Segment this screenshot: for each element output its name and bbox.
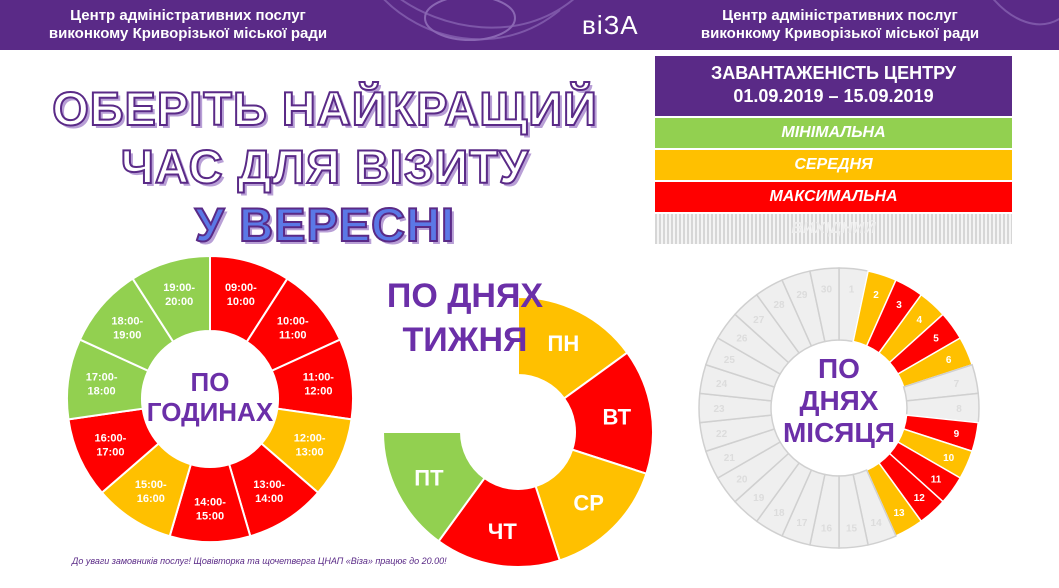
hours-center-label: ГОДИНАХ [147, 397, 274, 427]
hour-slice-label: 12:00 [304, 385, 332, 397]
hour-slice-label: 15:00- [135, 479, 167, 491]
hour-slice-label: 19:00- [163, 282, 195, 294]
hour-slice-label: 15:00 [196, 511, 224, 523]
weekday-slice-label: ПН [548, 331, 580, 356]
header-banner: Центр адміністративних послуг виконкому … [0, 0, 1059, 50]
day-slice-label: 26 [736, 333, 748, 344]
headline-line1: ОБЕРІТЬ НАЙКРАЩИЙ [51, 81, 598, 136]
day-slice-label: 9 [954, 429, 960, 440]
header-right-text: Центр адміністративних послуг виконкому … [700, 7, 980, 42]
weekday-slice [381, 431, 486, 543]
headline-line2: ЧАС ДЛЯ ВІЗИТУ [120, 139, 530, 194]
day-slice-label: 13 [893, 508, 905, 519]
month-center-label: МІСЯЦЯ [783, 417, 895, 448]
legend-item-min: МІНІМАЛЬНА [655, 118, 1012, 148]
hour-slice-label: 19:00 [113, 329, 141, 341]
hour-slice-label: 10:00- [277, 315, 309, 327]
weekdays-title: ТИЖНЯ [403, 321, 528, 359]
hour-slice-label: 11:00- [303, 371, 335, 383]
month-center-label: ДНЯХ [800, 385, 879, 416]
headline-line3: У ВЕРЕСНІ [194, 197, 456, 252]
hour-slice-label: 10:00 [227, 296, 255, 308]
day-slice-label: 12 [914, 493, 926, 504]
weekdays-title: ПО ДНЯХ [387, 277, 544, 315]
day-slice-label: 27 [753, 315, 765, 326]
day-slice-label: 24 [716, 379, 728, 390]
hour-slice-label: 17:00 [96, 446, 124, 458]
day-slice-label: 1 [849, 285, 855, 296]
hour-slice-label: 17:00- [86, 371, 118, 383]
day-slice [809, 267, 840, 343]
day-slice-label: 29 [796, 290, 808, 301]
headline: ОБЕРІТЬ НАЙКРАЩИЙ ЧАС ДЛЯ ВІЗИТУ У ВЕРЕС… [40, 80, 610, 254]
weekday-slice [517, 295, 629, 400]
hour-slice-label: 11:00 [279, 329, 307, 341]
day-slice-label: 2 [873, 290, 879, 301]
legend-item-mid: СЕРЕДНЯ [655, 150, 1012, 180]
day-slice-label: 10 [943, 453, 955, 464]
day-slice-label: 18 [773, 508, 785, 519]
day-slice-label: 11 [931, 475, 942, 486]
hour-slice-label: 13:00 [296, 446, 324, 458]
hour-slice [131, 254, 211, 344]
day-slice-label: 28 [773, 300, 785, 311]
day-slice-label: 16 [821, 523, 833, 534]
load-legend: ЗАВАНТАЖЕНІСТЬ ЦЕНТРУ 01.09.2019 – 15.09… [655, 56, 1012, 244]
day-slice-label: 8 [956, 404, 962, 415]
day-slice-label: 17 [796, 518, 808, 529]
day-slice-label: 23 [713, 404, 725, 415]
day-slice-label: 5 [933, 333, 939, 344]
month-center-label: ПО [818, 353, 860, 384]
hour-slice-label: 16:00- [94, 432, 126, 444]
day-slice-label: 19 [753, 493, 765, 504]
weekday-slice [562, 351, 654, 475]
weekday-slice-label: ПТ [414, 465, 444, 490]
legend-item-max: МАКСИМАЛЬНА [655, 182, 1012, 212]
weekday-slice-label: ВТ [603, 404, 632, 429]
day-slice-label: 6 [946, 355, 952, 366]
hour-slice-label: 16:00 [137, 493, 165, 505]
legend-title: ЗАВАНТАЖЕНІСТЬ ЦЕНТРУ 01.09.2019 – 15.09… [655, 56, 1012, 116]
footer-note: До уваги замовників послуг! Щовівторка т… [72, 556, 447, 566]
header-left-text: Центр адміністративних послуг виконкому … [48, 7, 328, 42]
hour-slice-label: 20:00 [165, 296, 193, 308]
hour-slice-label: 09:00- [225, 282, 257, 294]
day-slice-label: 7 [954, 379, 960, 390]
day-slice-label: 14 [871, 518, 883, 529]
day-slice-label: 20 [736, 475, 748, 486]
day-slice-label: 15 [846, 523, 858, 534]
day-slice-label: 21 [724, 453, 736, 464]
hour-slice-label: 12:00- [294, 432, 326, 444]
viza-logo: віЗА [582, 10, 639, 40]
hour-slice-label: 14:00 [255, 493, 283, 505]
day-slice-label: 22 [716, 429, 728, 440]
weekday-slice-label: ЧТ [488, 519, 517, 544]
day-slice-label: 30 [821, 285, 833, 296]
day-slice-label: 4 [917, 315, 923, 326]
decorative-swirl-icon [383, 0, 1059, 41]
legend-item-off: ВИХІДНИЙ [655, 214, 1012, 244]
hour-slice-label: 14:00- [194, 497, 226, 509]
day-slice-label: 3 [896, 300, 902, 311]
weekday-slice [534, 448, 648, 562]
day-slice-label: 25 [724, 355, 736, 366]
weekday-slice-label: СР [573, 491, 604, 516]
hours-center-label: ПО [191, 367, 230, 397]
hour-slice-label: 18:00 [88, 385, 116, 397]
hour-slice-label: 18:00- [111, 315, 143, 327]
hour-slice-label: 13:00- [253, 479, 285, 491]
